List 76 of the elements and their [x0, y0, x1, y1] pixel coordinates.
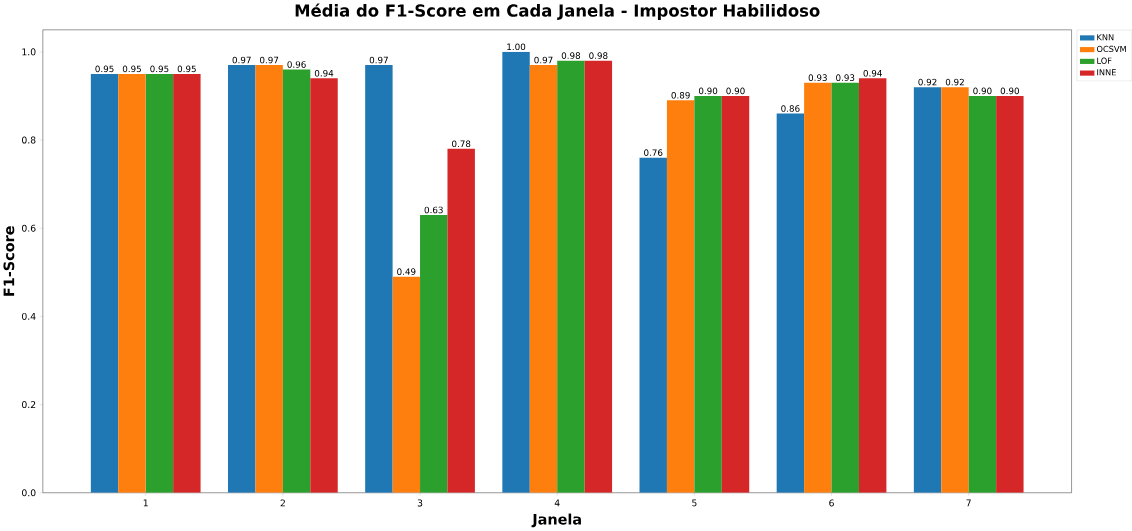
legend-label: LOF	[1097, 57, 1112, 64]
data-label: 0.97	[534, 56, 553, 64]
bar	[913, 87, 942, 493]
chart-title: Média do F1-Score em Cada Janela - Impostor Habilidoso	[295, 3, 820, 21]
bar	[557, 60, 585, 493]
data-label: 0.98	[561, 52, 581, 60]
data-label: 0.76	[644, 149, 663, 157]
bar	[90, 74, 119, 493]
bar	[721, 96, 750, 493]
bar	[282, 69, 311, 493]
bar	[310, 78, 338, 493]
x-axis-title: Janela	[531, 513, 581, 528]
bar	[639, 157, 667, 493]
x-tick-label: 7	[966, 499, 971, 507]
bar	[584, 60, 613, 493]
bar	[118, 74, 146, 493]
bar	[255, 65, 283, 493]
bar	[365, 65, 393, 493]
bar	[858, 78, 887, 493]
x-tick-label: 3	[417, 499, 423, 507]
data-label: 0.95	[95, 65, 114, 73]
data-label: 1.00	[507, 43, 526, 51]
data-label: 0.49	[397, 268, 416, 276]
data-label: 0.90	[698, 87, 718, 95]
bar	[776, 113, 805, 493]
x-tick-label: 1	[143, 499, 148, 507]
y-tick-label: 0.4	[22, 312, 36, 320]
data-label: 0.90	[1000, 87, 1019, 95]
bar	[502, 51, 530, 493]
data-label: 0.92	[945, 78, 964, 86]
x-tick-label: 4	[554, 499, 560, 507]
bar	[941, 87, 969, 493]
y-tick-label: 0.2	[22, 401, 36, 409]
data-label: 0.97	[369, 56, 388, 64]
legend-label: OCSVM	[1096, 45, 1126, 53]
data-label: 0.95	[122, 65, 141, 73]
data-label: 0.97	[232, 56, 251, 64]
data-label: 0.98	[589, 52, 608, 60]
x-tick-label: 5	[692, 499, 697, 507]
data-label: 0.78	[452, 140, 471, 148]
legend-label: KNN	[1097, 34, 1114, 41]
data-label: 0.90	[973, 87, 992, 95]
data-label: 0.95	[150, 65, 169, 73]
data-label: 0.63	[424, 206, 443, 214]
data-label: 0.96	[287, 61, 306, 68]
data-label: 0.93	[836, 74, 855, 82]
data-label: 0.93	[808, 74, 827, 82]
data-label: 0.94	[863, 70, 882, 77]
data-label: 0.97	[260, 56, 279, 64]
y-tick-label: 1.0	[22, 48, 36, 56]
y-tick-label: 0.6	[22, 224, 36, 232]
legend-label: INNE	[1097, 69, 1116, 76]
data-label: 0.95	[177, 65, 196, 73]
data-label: 0.86	[781, 105, 800, 112]
y-tick-label: 0.8	[22, 136, 36, 144]
bar	[529, 65, 558, 493]
data-label: 0.94	[314, 70, 334, 77]
bar	[804, 82, 832, 493]
bar	[145, 74, 174, 493]
bar	[420, 215, 448, 493]
y-tick-label: 0.0	[22, 489, 36, 497]
data-label: 0.90	[726, 87, 745, 95]
data-label: 0.89	[671, 92, 690, 99]
bar	[996, 96, 1024, 493]
bar	[447, 148, 475, 493]
bar	[666, 100, 695, 493]
x-tick-label: 6	[829, 499, 834, 507]
y-axis-title: F1-Score	[3, 226, 15, 296]
bar	[392, 276, 421, 493]
data-label: 0.92	[918, 78, 937, 86]
bar	[694, 96, 722, 493]
x-tick-label: 2	[280, 499, 285, 507]
bar	[173, 74, 201, 493]
bar	[968, 96, 997, 493]
bar	[831, 82, 859, 493]
bar	[228, 65, 256, 493]
